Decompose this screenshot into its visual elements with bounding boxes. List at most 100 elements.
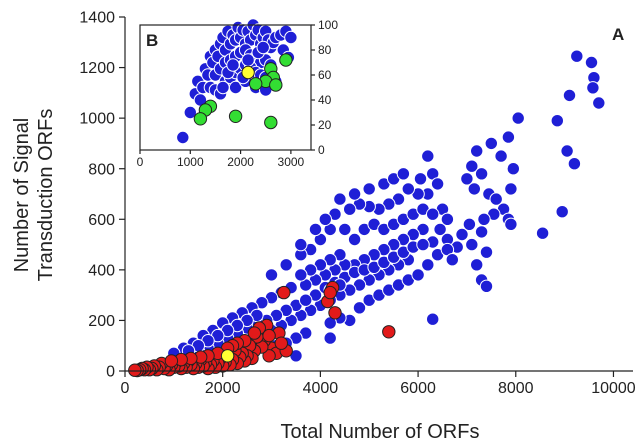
main-x-tick-label: 0 (121, 380, 130, 397)
inset-x-ticks: 0 1000 2000 3000 (137, 150, 305, 169)
main-x-tick-label: 2000 (205, 380, 241, 397)
main-point-blue (362, 182, 376, 196)
main-point-blue (462, 217, 477, 232)
main-point-blue (584, 55, 599, 70)
main-point-blue (567, 157, 582, 171)
main-point-blue (489, 192, 503, 206)
inset-point-yellow (241, 65, 255, 80)
inset-point-blue (176, 130, 190, 145)
main-y-tick-label: 400 (88, 262, 115, 279)
main-point-red (323, 285, 337, 300)
inset-x-tick-label: 3000 (278, 155, 305, 169)
main-point-blue (264, 268, 279, 282)
main-point-blue (470, 258, 484, 272)
main-point-blue (421, 149, 435, 163)
inset-point-green (249, 77, 263, 91)
inset-x-tick-label: 0 (137, 155, 144, 169)
main-x-tick-label: 10000 (591, 380, 636, 397)
main-point-red (262, 349, 276, 363)
inset-point-blue (226, 58, 240, 72)
main-y-tick-label: 800 (88, 161, 115, 178)
main-point-blue (396, 167, 411, 181)
main-plot-panel-a: 0 2000 4000 6000 8000 10000 02004006008001000… (11, 10, 636, 443)
inset-y-tick-label: 20 (318, 118, 332, 132)
main-x-tick-label: 4000 (303, 380, 339, 397)
panel-label-a: A (612, 25, 624, 44)
main-point-blue (586, 81, 600, 95)
inset-point-blue (183, 105, 198, 120)
main-point-red (128, 363, 142, 377)
main-x-ticks: 0 2000 4000 6000 8000 10000 (121, 371, 636, 397)
main-point-red (262, 328, 276, 343)
main-point-blue (494, 149, 508, 163)
inset-y-tick-label: 0 (318, 143, 325, 157)
inset-point-green (228, 109, 243, 124)
main-point-blue (294, 268, 308, 282)
main-point-blue (467, 182, 481, 196)
inset-y-ticks: 0 20 40 60 80 100 (311, 18, 338, 157)
main-point-blue (550, 114, 564, 128)
main-point-blue (430, 177, 445, 191)
main-point-blue (347, 187, 362, 201)
main-point-blue (465, 159, 479, 173)
inset-plot-panel-b: 0 1000 2000 3000 0 20 40 60 80 100 B (137, 18, 339, 169)
main-points-layer (128, 49, 606, 378)
main-point-blue (477, 212, 491, 227)
inset-point-green (193, 112, 208, 126)
main-x-tick-label: 6000 (400, 380, 436, 397)
main-point-blue (413, 172, 428, 186)
main-point-yellow (220, 349, 235, 363)
main-point-blue (474, 225, 489, 239)
main-point-blue (333, 192, 347, 206)
y-axis-title-line-1: Number of Signal (11, 118, 33, 273)
main-y-tick-label: 1200 (79, 60, 115, 77)
main-point-blue (570, 49, 584, 63)
main-point-red (247, 326, 262, 340)
main-point-blue (479, 279, 494, 293)
main-point-red (328, 306, 342, 320)
main-y-tick-label: 200 (88, 313, 115, 330)
main-point-blue (421, 258, 435, 272)
main-y-tick-label: 1000 (79, 111, 115, 128)
main-point-blue (445, 253, 459, 267)
main-point-blue (308, 222, 323, 237)
inset-points-layer (176, 18, 298, 145)
main-point-blue (465, 237, 479, 252)
main-point-blue (318, 212, 332, 227)
main-point-red (277, 285, 291, 300)
main-point-blue (279, 258, 293, 272)
inset-y-tick-label: 80 (318, 43, 332, 57)
main-point-blue (416, 237, 430, 252)
inset-point-green (269, 78, 283, 92)
main-point-blue (562, 88, 577, 103)
main-point-blue (323, 331, 337, 345)
inset-frame-rect (139, 24, 312, 151)
main-point-blue (504, 217, 518, 232)
main-point-blue (511, 111, 525, 125)
inset-y-tick-label: 40 (318, 93, 332, 107)
x-axis-title: Total Number of ORFs (281, 421, 480, 443)
inset-point-green (279, 53, 293, 67)
main-point-blue (455, 227, 469, 242)
main-point-blue (401, 182, 415, 196)
main-point-blue (426, 312, 440, 326)
main-point-blue (347, 232, 362, 247)
main-point-blue (474, 167, 489, 181)
y-axis-title-line-2: Transduction ORFs (35, 109, 57, 282)
inset-x-tick-label: 1000 (177, 155, 204, 169)
main-point-red (382, 325, 396, 339)
main-point-blue (352, 301, 367, 315)
main-point-red (164, 354, 179, 368)
main-point-red (274, 336, 288, 350)
inset-plot-frame (139, 24, 312, 151)
main-point-blue (440, 212, 455, 227)
main-point-blue (535, 226, 550, 240)
main-y-tick-label: 600 (88, 212, 115, 229)
main-plot-frame (124, 17, 633, 372)
main-point-blue (433, 222, 447, 237)
inset-y-tick-label: 100 (318, 18, 338, 32)
panel-label-b: B (146, 31, 158, 50)
main-point-blue (484, 136, 498, 151)
main-point-blue (411, 268, 425, 282)
